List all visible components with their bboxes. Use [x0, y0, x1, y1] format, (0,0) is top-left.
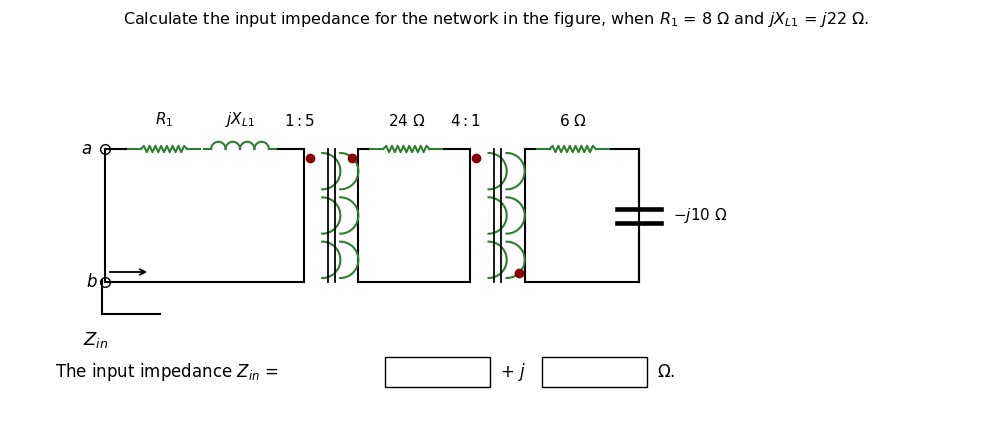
- Text: $1:5$: $1:5$: [284, 113, 315, 129]
- FancyBboxPatch shape: [385, 357, 490, 387]
- Text: $b$: $b$: [86, 273, 98, 291]
- Text: $\Omega$.: $\Omega$.: [657, 363, 675, 381]
- Text: $+\ j$: $+\ j$: [500, 361, 526, 383]
- Text: $24\ \Omega$: $24\ \Omega$: [387, 113, 425, 129]
- Text: $a$: $a$: [81, 140, 92, 158]
- Text: $-j10\ \Omega$: $-j10\ \Omega$: [672, 206, 727, 225]
- Text: $4:1$: $4:1$: [450, 113, 481, 129]
- FancyBboxPatch shape: [542, 357, 647, 387]
- Text: $Z_{in}$: $Z_{in}$: [83, 330, 108, 350]
- Text: The input impedance $Z_{in}$ =: The input impedance $Z_{in}$ =: [55, 361, 279, 383]
- Text: Calculate the input impedance for the network in the figure, when $R_1$ = 8 $\Om: Calculate the input impedance for the ne…: [123, 9, 870, 28]
- Text: $6\ \Omega$: $6\ \Omega$: [559, 113, 587, 129]
- Text: $R_1$: $R_1$: [155, 110, 173, 129]
- Text: $jX_{L1}$: $jX_{L1}$: [225, 110, 255, 129]
